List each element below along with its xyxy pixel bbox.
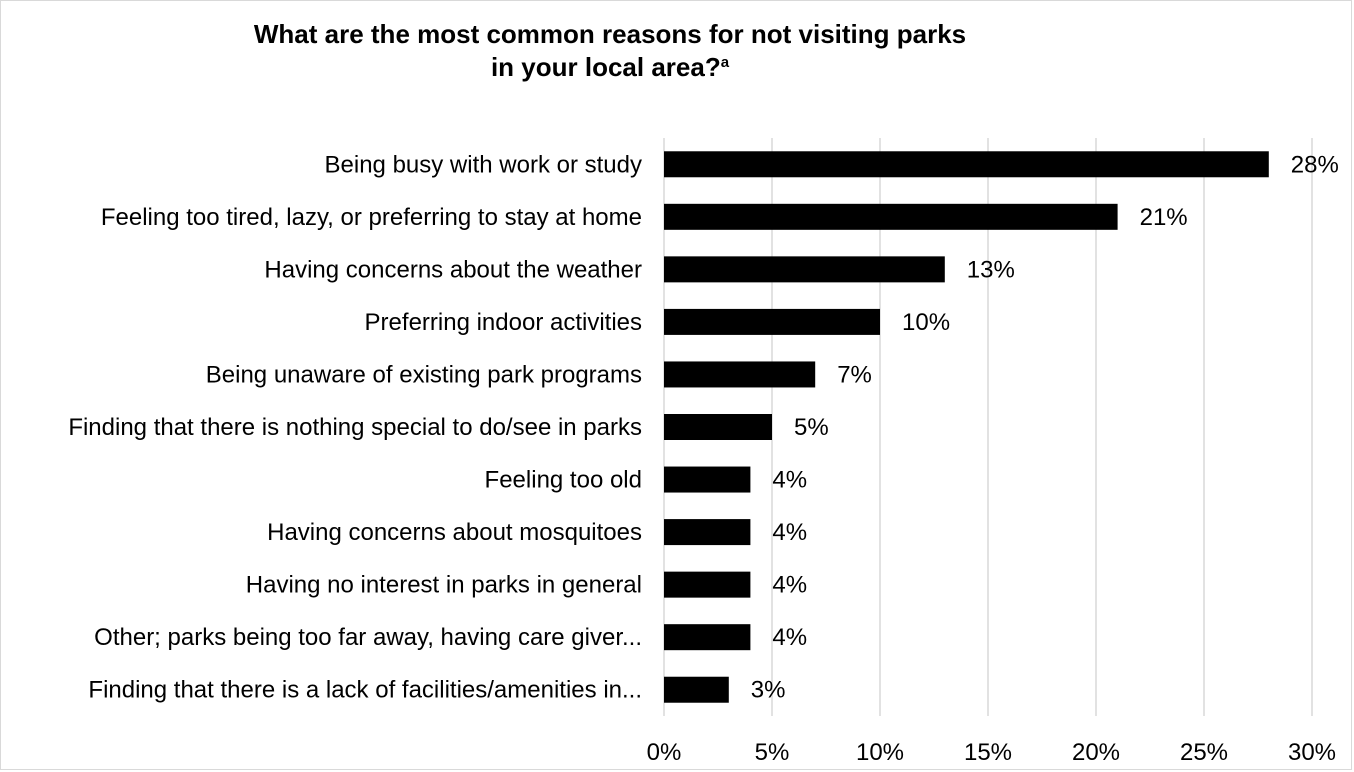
- bar: [664, 624, 751, 651]
- chart-title-line-2-text: in your local area?: [490, 52, 721, 82]
- bar: [664, 414, 772, 440]
- category-label: Finding that there is a lack of faciliti…: [88, 677, 642, 704]
- chart-title-line-2: in your local area?a: [0, 51, 1220, 84]
- bar: [664, 151, 1269, 178]
- bar: [664, 519, 751, 546]
- data-label: 7%: [837, 361, 872, 388]
- chart-title-line-1: What are the most common reasons for not…: [253, 19, 967, 49]
- data-label: 10%: [902, 309, 950, 336]
- x-axis-tick-labels: 0% 5% 10% 15% 20% 25% 30%: [647, 739, 1336, 766]
- bar: [664, 676, 729, 703]
- bar: [664, 203, 1118, 230]
- chart-title: What are the most common reasons for not…: [0, 18, 1220, 84]
- category-label: Having concerns about the weather: [264, 256, 642, 283]
- x-tick-label: 10%: [856, 739, 904, 766]
- category-labels: Being busy with work or study Feeling too…: [68, 151, 642, 703]
- bars: [664, 151, 1269, 703]
- bar: [664, 361, 816, 388]
- bar: [664, 466, 751, 493]
- category-label: Having concerns about mosquitoes: [267, 519, 642, 546]
- data-label: 3%: [751, 677, 786, 704]
- category-label: Other; parks being too far away, having …: [94, 624, 642, 651]
- bar: [664, 571, 751, 598]
- category-label: Having no interest in parks in general: [246, 572, 642, 599]
- data-label: 4%: [772, 572, 807, 599]
- category-label: Preferring indoor activities: [365, 309, 642, 336]
- bar: [664, 308, 880, 335]
- x-tick-label: 5%: [755, 739, 790, 766]
- title-footnote-marker: a: [720, 54, 730, 71]
- data-label: 4%: [772, 624, 807, 651]
- x-tick-label: 15%: [964, 739, 1012, 766]
- category-label: Being busy with work or study: [325, 151, 642, 178]
- data-label: 21%: [1140, 204, 1188, 231]
- category-label: Finding that there is nothing special to…: [68, 414, 642, 441]
- x-tick-label: 20%: [1072, 739, 1120, 766]
- data-label: 5%: [794, 414, 829, 441]
- value-labels: 28% 21% 13% 10% 7% 5% 4% 4% 4% 4% 3%: [751, 151, 1339, 703]
- category-label: Feeling too tired, lazy, or preferring t…: [101, 204, 642, 231]
- category-label: Being unaware of existing park programs: [206, 361, 642, 388]
- x-tick-label: 0%: [647, 739, 682, 766]
- x-tick-label: 30%: [1288, 739, 1336, 766]
- data-label: 28%: [1291, 151, 1339, 178]
- x-tick-label: 25%: [1180, 739, 1228, 766]
- category-label: Feeling too old: [485, 467, 642, 494]
- data-label: 4%: [772, 519, 807, 546]
- data-label: 4%: [772, 467, 807, 494]
- bar: [664, 256, 945, 283]
- data-label: 13%: [967, 256, 1015, 283]
